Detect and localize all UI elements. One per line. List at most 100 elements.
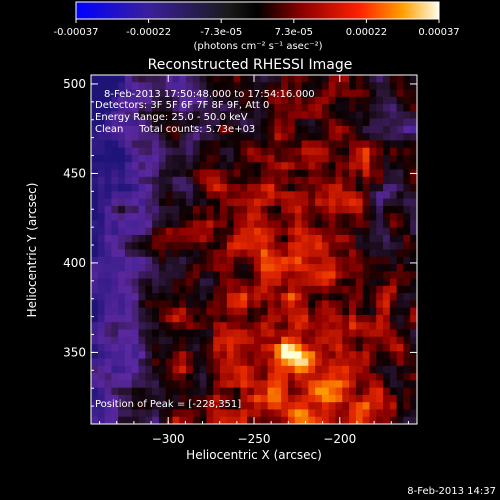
heatmap-cell [383,380,391,389]
heatmap-cell [118,358,126,367]
heatmap-cell [213,278,221,287]
heatmap-cell [165,184,173,192]
heatmap-cell [165,191,173,200]
heatmap-cell [186,104,194,112]
heatmap-cell [301,249,309,258]
heatmap-cell [342,322,350,330]
heatmap-cell [383,133,391,141]
heatmap-cell [315,285,323,294]
heatmap-cell [301,125,309,134]
heatmap-cell [308,162,316,171]
heatmap-cell [383,111,391,120]
heatmap-cell [301,373,309,381]
heatmap-cell [152,191,160,200]
heatmap-cell [383,249,391,258]
heatmap-cell [403,380,411,389]
heatmap-cell [199,104,207,112]
heatmap-cell [199,125,207,134]
heatmap-cell [376,220,384,229]
heatmap-cell [91,242,99,250]
heatmap-cell [355,373,364,381]
heatmap-cell [335,358,343,367]
heatmap-cell [396,140,404,149]
heatmap-cell [91,278,99,287]
heatmap-cell [240,140,248,149]
heatmap-cell [315,249,323,258]
heatmap-cell [301,242,309,250]
heatmap-cell [376,118,384,127]
heatmap-cell [145,205,153,214]
heatmap-cell [192,125,201,134]
heatmap-cell [308,125,316,134]
heatmap-cell [118,307,126,316]
heatmap-cell [179,242,187,250]
heatmap-cell [111,147,119,156]
heatmap-cell [260,96,269,105]
heatmap-cell [260,176,269,185]
heatmap-cell [274,96,282,105]
heatmap-cell [383,82,391,91]
heatmap-cell [349,293,357,301]
heatmap-cell [396,111,404,120]
heatmap-cell [111,307,119,316]
heatmap-cell [281,205,289,214]
heatmap-cell [335,387,343,396]
heatmap-cell [91,140,99,149]
heatmap-cell [97,96,106,105]
heatmap-cell [369,271,377,280]
heatmap-cell [158,213,167,221]
heatmap-cell [213,242,221,250]
heatmap-cell [294,234,303,243]
heatmap-cell [179,264,187,272]
heatmap-cell [383,198,391,207]
heatmap-cell [328,104,336,112]
heatmap-cell [199,96,207,105]
heatmap-cell [213,154,221,163]
heatmap-cell [199,285,207,294]
heatmap-cell [226,394,235,403]
heatmap-cell [301,256,309,265]
heatmap-cell [124,133,133,141]
heatmap-cell [91,402,99,410]
heatmap-cell [335,89,343,98]
heatmap-cell [267,380,275,389]
heatmap-cell [145,380,153,389]
heatmap-cell [199,133,207,141]
heatmap-cell [199,118,207,127]
heatmap-cell [199,227,207,236]
heatmap-cell [396,198,404,207]
heatmap-cell [104,256,112,265]
heatmap-cell [233,140,241,149]
heatmap-cell [260,256,269,265]
heatmap-cell [281,82,289,91]
heatmap-cell [138,278,146,287]
heatmap-cell [308,118,316,127]
heatmap-cell [376,133,384,141]
heatmap-cell [226,75,235,83]
heatmap-cell [247,300,255,309]
heatmap-cell [260,278,269,287]
heatmap-cell [111,380,119,389]
heatmap-cell [376,213,384,221]
heatmap-cell [152,242,160,250]
heatmap-cell [294,293,303,301]
heatmap-cell [233,220,241,229]
heatmap-cell [199,373,207,381]
heatmap-cell [294,314,303,323]
heatmap-cell [165,205,173,214]
heatmap-cell [247,191,255,200]
heatmap-cell [355,344,364,352]
heatmap-cell [274,278,282,287]
heatmap-cell [383,234,391,243]
heatmap-cell [349,234,357,243]
heatmap-cell [124,191,133,200]
heatmap-cell [335,234,343,243]
heatmap-cell [328,264,336,272]
heatmap-cell [376,329,384,338]
heatmap-cell [91,205,99,214]
heatmap-cell [403,409,411,418]
heatmap-cell [410,205,417,214]
heatmap-cell [247,205,255,214]
heatmap-cell [213,329,221,338]
heatmap-cell [124,394,133,403]
